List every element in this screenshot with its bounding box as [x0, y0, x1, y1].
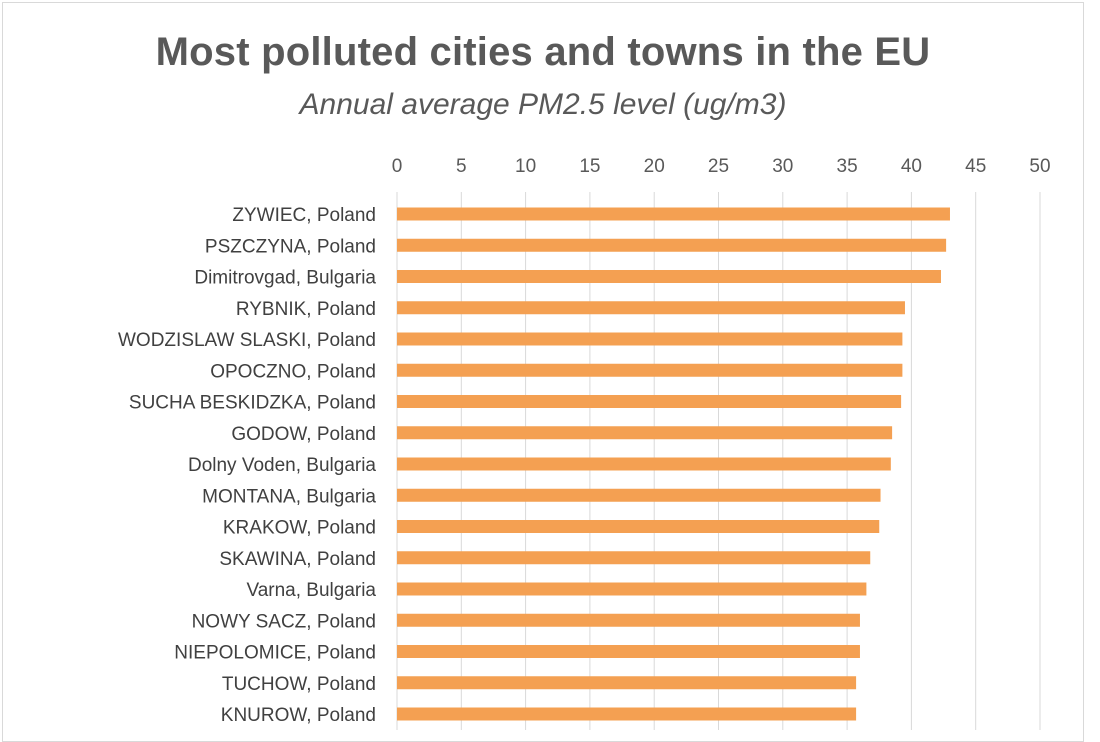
x-tick-label: 20 [644, 156, 665, 177]
category-label: NOWY SACZ, Poland [192, 611, 376, 632]
bar [397, 426, 893, 440]
category-label: Varna, Bulgaria [246, 580, 376, 601]
category-label: ZYWIEC, Poland [232, 205, 376, 226]
bar [397, 332, 903, 346]
x-tick-label: 50 [1029, 156, 1050, 177]
bar [397, 676, 857, 690]
category-label: OPOCZNO, Poland [210, 361, 376, 382]
category-label: Dimitrovgad, Bulgaria [194, 268, 376, 289]
x-tick-label: 5 [456, 156, 467, 177]
chart-title: Most polluted cities and towns in the EU [155, 30, 931, 74]
category-label: GODOW, Poland [231, 424, 376, 445]
bar [397, 488, 881, 502]
bars [397, 207, 950, 721]
category-label: KRAKOW, Poland [223, 518, 376, 539]
x-tick-label: 30 [772, 156, 793, 177]
chart-subtitle: Annual average PM2.5 level (ug/m3) [299, 88, 787, 121]
category-labels: ZYWIEC, Poland PSZCZYNA, Poland Dimitrovga… [118, 205, 376, 726]
bar [397, 582, 867, 596]
category-label: WODZISLAW SLASKI, Poland [118, 330, 376, 351]
category-label: MONTANA, Bulgaria [202, 486, 376, 507]
x-tick-label: 15 [579, 156, 600, 177]
x-tick-label: 45 [965, 156, 986, 177]
x-tick-label: 25 [708, 156, 729, 177]
category-label: TUCHOW, Poland [222, 674, 376, 695]
bar [397, 395, 902, 408]
bar [397, 707, 857, 721]
category-label: KNUROW, Poland [221, 705, 376, 726]
x-tick-label: 10 [515, 156, 536, 177]
bar [397, 207, 950, 221]
x-tick-label: 40 [901, 156, 922, 177]
bar [397, 645, 860, 658]
category-label: Dolny Voden, Bulgaria [188, 455, 376, 476]
bar [397, 238, 947, 252]
bar [397, 551, 871, 565]
x-tick-label: 0 [392, 156, 403, 177]
bar [397, 270, 941, 283]
bar [397, 613, 860, 627]
category-label: SUCHA BESKIDZKA, Poland [129, 393, 376, 414]
bar [397, 457, 891, 471]
category-label: NIEPOLOMICE, Poland [174, 643, 376, 664]
x-axis-ticks: 0 5 10 15 20 25 30 35 40 45 50 [392, 156, 1051, 177]
bar [397, 363, 903, 377]
x-tick-label: 35 [837, 156, 858, 177]
bar [397, 520, 880, 533]
category-label: SKAWINA, Poland [219, 549, 376, 570]
bar [397, 301, 905, 315]
category-label: RYBNIK, Poland [236, 299, 376, 320]
category-label: PSZCZYNA, Poland [205, 236, 376, 257]
